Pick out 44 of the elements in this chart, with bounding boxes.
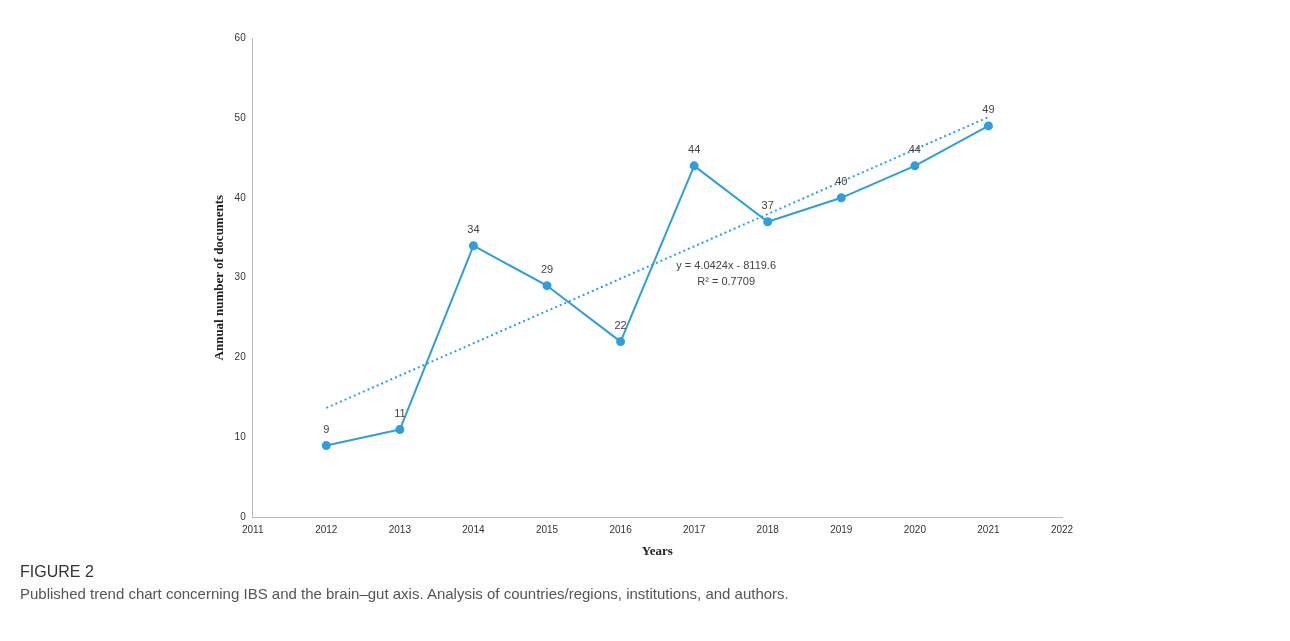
x-tick-label: 2018 (756, 524, 780, 536)
text: Published trend chart concerning IBS and the brain–gut axis. Analysis of countries/regions, institutions, and authors. (20, 585, 790, 602)
x-tick-label: 2017 (683, 524, 706, 536)
y-tick-label: 10 (234, 431, 247, 443)
x-tick-label: 2014 (462, 524, 485, 536)
point (836, 193, 846, 203)
data-label: 49 (982, 103, 995, 116)
x-tick-label: 2021 (977, 524, 1000, 536)
point (983, 121, 993, 131)
annotation: y = 4.0424x - 8119.6 (676, 258, 777, 271)
x-tick-label: 2020 (903, 524, 927, 536)
x-axis-title: Years (641, 542, 673, 558)
x-tick-label: 2016 (609, 524, 633, 536)
x-tick-label: 2015 (535, 524, 559, 536)
point (910, 161, 920, 171)
x-tick-label: 2022 (1050, 524, 1074, 536)
y-tick-label: 0 (240, 511, 247, 523)
x-tick-label: 2012 (315, 524, 338, 536)
point (616, 337, 626, 347)
y-axis-title: Annual number of documents (211, 194, 227, 361)
x-tick-label: 2011 (241, 524, 264, 536)
point (689, 161, 699, 171)
y-tick-label: 20 (234, 351, 247, 363)
y-tick-label: 40 (234, 191, 247, 203)
data-label: 34 (467, 223, 480, 236)
x-tick-label: 2019 (830, 524, 853, 536)
point (321, 440, 331, 450)
y-tick-label: 60 (234, 31, 247, 43)
point (395, 425, 405, 435)
data-label: 29 (540, 263, 554, 276)
data-label: 11 (394, 407, 406, 420)
point (763, 217, 773, 227)
x-tick-label: 2013 (388, 524, 412, 536)
y-tick-label: 50 (234, 111, 247, 123)
annotation: R² = 0.7709 (697, 274, 756, 287)
data-label: 44 (688, 143, 701, 156)
y-tick-label: 30 (234, 271, 247, 283)
data-label: 22 (614, 319, 627, 332)
data-label: 37 (761, 199, 774, 212)
data-label: 9 (323, 423, 330, 436)
point (468, 241, 478, 251)
point (542, 281, 552, 291)
data-label: 44 (908, 143, 921, 156)
caption: FIGURE 2 (20, 563, 95, 581)
